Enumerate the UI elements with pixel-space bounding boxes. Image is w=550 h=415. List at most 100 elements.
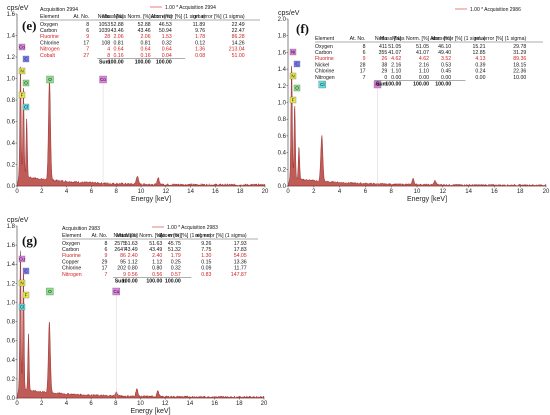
x-tick-label: 16 bbox=[211, 401, 218, 407]
table-cell: 46.10 bbox=[438, 44, 451, 50]
table-cell: 51.32 bbox=[168, 247, 181, 253]
y-tick-label: 0.0 bbox=[7, 184, 16, 190]
x-tick-label: 8 bbox=[115, 189, 119, 195]
table-cell: 0.00 bbox=[441, 75, 451, 81]
table-cell: 22.49 bbox=[232, 22, 245, 28]
table-header-cell: At. No. bbox=[350, 36, 366, 42]
table-cell: 2.06 bbox=[140, 34, 150, 40]
table-cell: 1.53 bbox=[162, 34, 172, 40]
eds-panel-g: 0.00.20.40.60.81.01.21.41.61.80 2 4 6 8 10 12 1… bbox=[7, 217, 268, 415]
table-cell: 17.83 bbox=[234, 247, 247, 253]
panel-label: (f) bbox=[296, 21, 309, 36]
x-tick-label: 6 bbox=[364, 189, 368, 195]
table-cell: 11.77 bbox=[234, 266, 247, 272]
x-tick-label: 14 bbox=[465, 189, 472, 195]
x-tick-label: 18 bbox=[236, 401, 243, 407]
table-cell: 17 bbox=[83, 40, 89, 46]
y-tick-label: 1.0 bbox=[278, 101, 287, 107]
y-tick-label: 0.2 bbox=[7, 163, 16, 169]
table-cell: 1.10 bbox=[391, 69, 401, 75]
table-cell: Fluorine bbox=[62, 253, 81, 259]
table-cell: 8 bbox=[104, 241, 107, 247]
table-cell: Nickel bbox=[315, 62, 329, 68]
y-tick-label: 1.2 bbox=[7, 281, 16, 287]
table-cell: 202 bbox=[117, 266, 126, 272]
peak-tag-box bbox=[318, 80, 326, 89]
table-cell: 0.08 bbox=[195, 53, 205, 59]
peak-tag-label: N bbox=[291, 74, 294, 79]
table-cell: 29 bbox=[381, 69, 387, 75]
table-cell: 41.07 bbox=[416, 50, 429, 56]
table-cell: Nitrogen bbox=[315, 75, 335, 81]
x-tick-label: 4 bbox=[65, 401, 69, 407]
table-cell: 17.93 bbox=[234, 241, 247, 247]
table-header-cell: At. No. bbox=[73, 14, 89, 20]
peak-tag-label: Cl bbox=[320, 82, 324, 87]
table-cell: 0.57 bbox=[171, 272, 181, 278]
table-header-cell: abs. error [%] (1 sigma) bbox=[151, 14, 205, 20]
x-tick-label: 20 bbox=[262, 189, 269, 195]
eds-panel-e: 0.00.20.40.60.81.01.21.41.60 2 4 6 8 10 12 14 16… bbox=[7, 5, 269, 203]
table-cell: 50.94 bbox=[159, 28, 172, 34]
table-cell: 52.88 bbox=[138, 22, 151, 28]
table-cell: 26 bbox=[381, 56, 387, 62]
table-header-cell: rel. error [%] (1 sigma) bbox=[475, 36, 527, 42]
table-cell: 43.49 bbox=[125, 247, 138, 253]
table-cell: Cobalt bbox=[40, 53, 56, 59]
table-cell: 1.12 bbox=[128, 259, 138, 265]
y-tick-label: 0.2 bbox=[278, 167, 287, 173]
y-tick-label: 0.8 bbox=[7, 320, 16, 326]
table-cell: 2.16 bbox=[391, 62, 401, 68]
table-cell: 51.05 bbox=[388, 44, 401, 50]
table-cell: 2.16 bbox=[419, 62, 429, 68]
table-cell: 2.40 bbox=[152, 253, 162, 259]
y-tick-label: 1.0 bbox=[7, 300, 16, 306]
x-tick-label: 14 bbox=[187, 189, 194, 195]
y-tick-label: 0.6 bbox=[7, 339, 16, 345]
x-tick-label: 2 bbox=[312, 189, 316, 195]
y-tick-label: 1.4 bbox=[278, 67, 287, 73]
table-cell: Oxygen bbox=[315, 44, 333, 50]
table-cell: 0.00 bbox=[419, 75, 429, 81]
table-cell: 28 bbox=[104, 34, 110, 40]
table-title: Acquisition 2994 bbox=[40, 7, 78, 13]
peak-tag-box bbox=[18, 255, 26, 263]
table-cell: 355 bbox=[379, 50, 388, 56]
legend-label: 1.00 * Acquisition 2986 bbox=[470, 7, 521, 13]
y-tick-label: 0.2 bbox=[7, 377, 16, 383]
x-tick-label: 4 bbox=[65, 189, 69, 195]
x-tick-label: 12 bbox=[439, 189, 446, 195]
table-cell: 49.40 bbox=[438, 50, 451, 56]
peak-tag-box bbox=[22, 79, 30, 87]
x-tick-label: 18 bbox=[237, 189, 244, 195]
peak-tag-label: Cl bbox=[20, 305, 24, 310]
table-cell: 0.64 bbox=[113, 47, 123, 53]
table-cell: 9 bbox=[86, 34, 89, 40]
table-header-cell: Element bbox=[40, 14, 60, 20]
x-tick-label: 6 bbox=[90, 189, 94, 195]
peak-tag-box bbox=[18, 91, 26, 99]
table-cell: 45.75 bbox=[168, 241, 181, 247]
peak-tag-box bbox=[22, 103, 30, 111]
table-cell: 54.05 bbox=[234, 253, 247, 259]
table-sum-cell: 100.00 bbox=[385, 82, 401, 88]
table-cell: 0.09 bbox=[201, 266, 211, 272]
table-cell: 0.15 bbox=[201, 259, 211, 265]
x-axis-label: Energy [keV] bbox=[131, 196, 171, 203]
table-cell: 51.05 bbox=[416, 44, 429, 50]
table-header-cell: At. No. bbox=[92, 233, 108, 239]
table-cell: 4.13 bbox=[475, 56, 485, 62]
table-header-cell: abs. error [%] (1 sigma) bbox=[157, 233, 211, 239]
table-cell: 8 bbox=[107, 53, 110, 59]
peak-tag-box bbox=[18, 67, 26, 75]
table-cell: 0.12 bbox=[195, 40, 205, 46]
peak-tag-label: Co bbox=[19, 45, 25, 50]
x-tick-label: 18 bbox=[517, 189, 524, 195]
table-cell: Fluorine bbox=[315, 56, 334, 62]
peak-tag-label: Co bbox=[100, 77, 106, 82]
legend-label: 1.00 * Acquisition 2983 bbox=[167, 225, 218, 231]
table-cell: 4 bbox=[107, 47, 110, 53]
